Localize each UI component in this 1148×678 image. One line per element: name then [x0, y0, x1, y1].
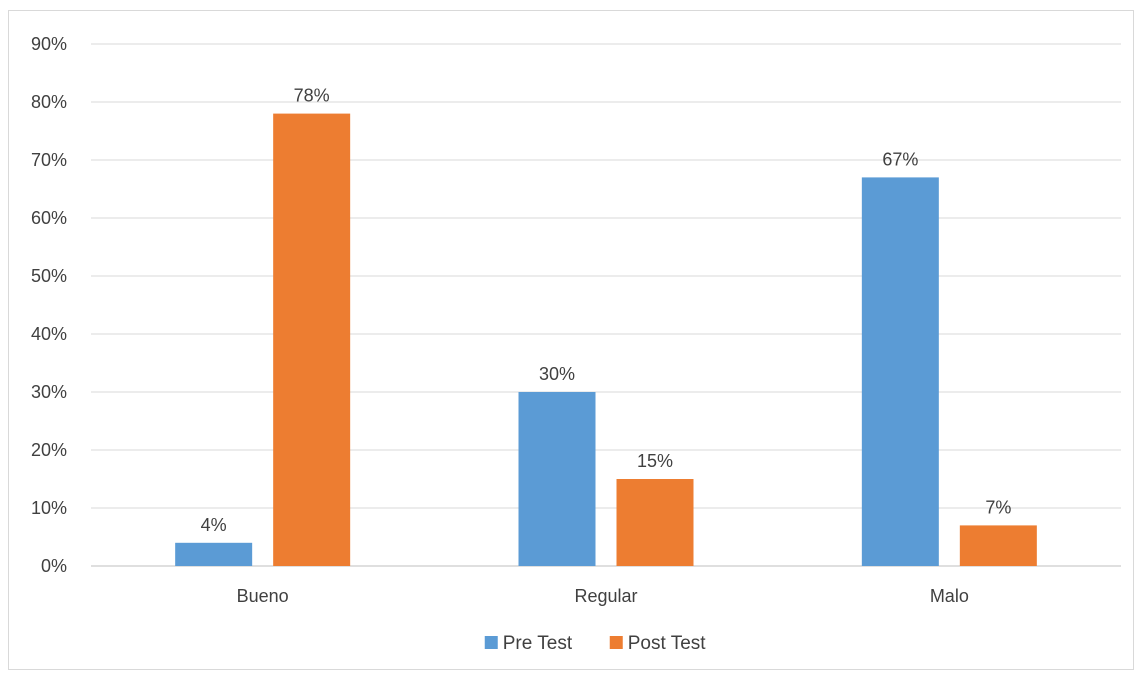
- y-tick-label: 60%: [31, 208, 67, 228]
- legend-label: Post Test: [628, 633, 707, 654]
- y-tick-label: 20%: [31, 440, 67, 460]
- data-label: 4%: [201, 515, 227, 535]
- bar-pre-test-bueno: [175, 542, 253, 566]
- bar-pre-test-malo: [861, 177, 939, 566]
- y-tick-label: 80%: [31, 92, 67, 112]
- bars: [175, 113, 1037, 566]
- data-label: 7%: [985, 497, 1011, 517]
- y-tick-label: 40%: [31, 324, 67, 344]
- y-tick-label: 0%: [41, 556, 67, 576]
- legend: Pre Test Post Test: [484, 633, 707, 654]
- y-axis-ticks: 0% 10% 20% 30% 40% 50% 60% 70% 80% 90%: [31, 34, 67, 576]
- category-label: Bueno: [237, 586, 289, 606]
- chart-frame: 0% 10% 20% 30% 40% 50% 60% 70% 80% 90% 4% 78% 30% 15…: [8, 10, 1134, 670]
- y-tick-label: 10%: [31, 498, 67, 518]
- gridlines: [91, 43, 1121, 567]
- legend-label: Pre Test: [503, 633, 573, 654]
- x-axis-categories: Bueno Regular Malo: [237, 586, 969, 606]
- data-labels: 4% 78% 30% 15% 67% 7%: [201, 86, 1012, 535]
- y-tick-label: 70%: [31, 150, 67, 170]
- category-label: Malo: [930, 586, 969, 606]
- y-tick-label: 50%: [31, 266, 67, 286]
- bar-post-test-malo: [959, 525, 1037, 566]
- data-label: 78%: [294, 86, 330, 106]
- data-label: 15%: [637, 451, 673, 471]
- data-label: 67%: [882, 149, 918, 169]
- legend-swatch: [484, 636, 498, 649]
- y-tick-label: 30%: [31, 382, 67, 402]
- bar-post-test-bueno: [273, 113, 351, 566]
- bar-post-test-regular: [616, 479, 694, 566]
- category-label: Regular: [574, 586, 637, 606]
- bar-pre-test-regular: [518, 392, 596, 566]
- bar-chart: 0% 10% 20% 30% 40% 50% 60% 70% 80% 90% 4% 78% 30% 15…: [31, 34, 1121, 654]
- data-label: 30%: [539, 364, 575, 384]
- legend-swatch: [609, 636, 623, 649]
- y-tick-label: 90%: [31, 34, 67, 54]
